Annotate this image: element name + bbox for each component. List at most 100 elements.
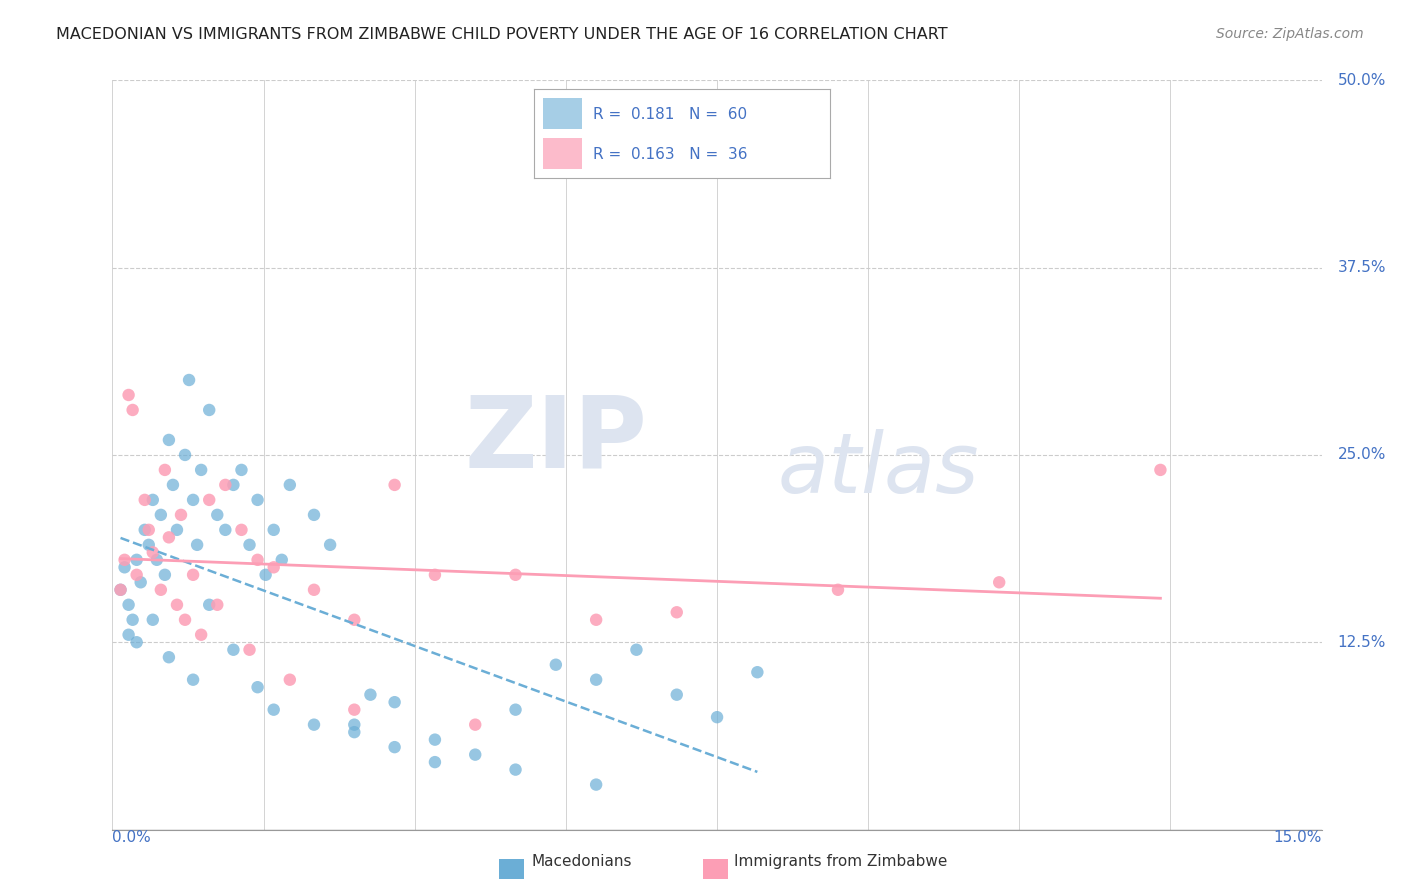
Point <box>238 642 260 657</box>
Text: 37.5%: 37.5% <box>1337 260 1386 275</box>
Point <box>278 673 301 687</box>
Point <box>302 717 325 731</box>
Point <box>254 567 277 582</box>
Text: Source: ZipAtlas.com: Source: ZipAtlas.com <box>1216 27 1364 41</box>
Point <box>198 492 221 507</box>
Point <box>170 508 193 522</box>
Point <box>157 650 180 665</box>
Point <box>149 582 172 597</box>
FancyBboxPatch shape <box>543 138 582 169</box>
Point <box>505 567 527 582</box>
Point <box>231 523 253 537</box>
Text: Immigrants from Zimbabwe: Immigrants from Zimbabwe <box>734 854 948 869</box>
Point <box>505 703 527 717</box>
Point <box>117 628 139 642</box>
Point <box>214 523 236 537</box>
Point <box>146 553 169 567</box>
Point <box>174 448 197 462</box>
Point <box>384 740 406 755</box>
Point <box>142 492 165 507</box>
Point <box>343 717 366 731</box>
Text: 50.0%: 50.0% <box>1337 73 1386 87</box>
Point <box>423 755 446 769</box>
Point <box>153 463 176 477</box>
Text: atlas: atlas <box>778 429 979 510</box>
Point <box>246 680 269 694</box>
Point <box>343 725 366 739</box>
Point <box>129 575 152 590</box>
Point <box>302 508 325 522</box>
Point <box>231 463 253 477</box>
Point <box>114 553 136 567</box>
Point <box>121 613 143 627</box>
Point <box>114 560 136 574</box>
Point <box>157 433 180 447</box>
Point <box>423 567 446 582</box>
Point <box>181 492 204 507</box>
Point <box>238 538 260 552</box>
Point <box>544 657 567 672</box>
Point <box>138 523 160 537</box>
Point <box>181 567 204 582</box>
Point <box>263 703 285 717</box>
Point <box>270 553 292 567</box>
Point <box>988 575 1011 590</box>
Text: R =  0.163   N =  36: R = 0.163 N = 36 <box>593 147 748 161</box>
Point <box>117 598 139 612</box>
Point <box>384 478 406 492</box>
Point <box>665 688 688 702</box>
Point <box>207 598 229 612</box>
Text: 15.0%: 15.0% <box>1274 830 1322 845</box>
Point <box>706 710 728 724</box>
Point <box>110 582 132 597</box>
Point <box>134 492 156 507</box>
Point <box>207 508 229 522</box>
Point <box>125 553 148 567</box>
Point <box>181 673 204 687</box>
Point <box>125 567 148 582</box>
Point <box>134 523 156 537</box>
Point <box>585 778 607 792</box>
Point <box>186 538 208 552</box>
Point <box>665 605 688 619</box>
Point <box>222 478 245 492</box>
FancyBboxPatch shape <box>543 98 582 129</box>
Point <box>166 598 188 612</box>
Point <box>246 553 269 567</box>
Point <box>190 628 212 642</box>
Point <box>198 598 221 612</box>
Text: R =  0.181   N =  60: R = 0.181 N = 60 <box>593 107 748 121</box>
Point <box>153 567 176 582</box>
Point <box>464 747 486 762</box>
Point <box>142 545 165 559</box>
Point <box>149 508 172 522</box>
Point <box>121 403 143 417</box>
Point <box>302 582 325 597</box>
Point <box>278 478 301 492</box>
Text: Macedonians: Macedonians <box>531 854 631 869</box>
Point <box>222 642 245 657</box>
Point <box>464 717 486 731</box>
Point <box>1149 463 1171 477</box>
Point <box>162 478 184 492</box>
Point <box>246 492 269 507</box>
Text: MACEDONIAN VS IMMIGRANTS FROM ZIMBABWE CHILD POVERTY UNDER THE AGE OF 16 CORRELA: MACEDONIAN VS IMMIGRANTS FROM ZIMBABWE C… <box>56 27 948 42</box>
Point <box>166 523 188 537</box>
Text: 12.5%: 12.5% <box>1337 635 1386 649</box>
Point <box>157 530 180 544</box>
Text: 25.0%: 25.0% <box>1337 448 1386 462</box>
Point <box>384 695 406 709</box>
Point <box>359 688 381 702</box>
Point <box>263 523 285 537</box>
Point <box>747 665 769 680</box>
Point <box>125 635 148 649</box>
Point <box>177 373 200 387</box>
Point <box>505 763 527 777</box>
Point <box>198 403 221 417</box>
Point <box>138 538 160 552</box>
Point <box>626 642 648 657</box>
Point <box>585 673 607 687</box>
Point <box>110 582 132 597</box>
Point <box>319 538 342 552</box>
Point <box>827 582 849 597</box>
